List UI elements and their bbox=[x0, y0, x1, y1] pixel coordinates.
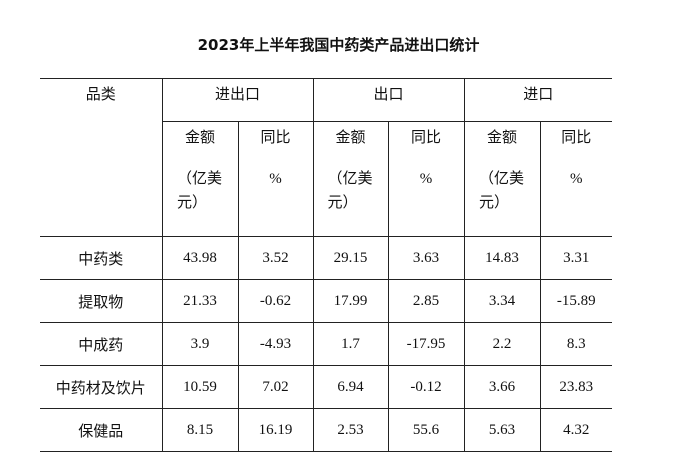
data-cell: 3.9 bbox=[161, 322, 238, 366]
data-row: 中药材及饮片 10.59 7.02 6.94 -0.12 3.66 23.83 bbox=[40, 365, 612, 409]
data-cell: 3.52 bbox=[237, 236, 313, 280]
subheader-unit: （亿美元） bbox=[327, 171, 373, 211]
subheader-unit: （亿美元） bbox=[177, 171, 223, 211]
data-cell: 16.19 bbox=[237, 408, 313, 452]
group-header: 进出口 bbox=[161, 78, 313, 122]
subheader-cell: 金额 （亿美元） bbox=[161, 121, 238, 237]
row-label: 中药类 bbox=[40, 236, 162, 280]
row-label: 提取物 bbox=[40, 279, 162, 323]
subheader-label: 金额 bbox=[335, 130, 366, 146]
data-cell: 43.98 bbox=[161, 236, 238, 280]
group-header: 进口 bbox=[463, 78, 612, 122]
subheader-cell: 金额 （亿美元） bbox=[312, 121, 388, 237]
subheader-label: 同比 bbox=[410, 130, 441, 146]
header-row: 金额 （亿美元） 同比% 金额 （亿美元） 同比% 金额 （亿美元） 同比% bbox=[40, 121, 612, 237]
data-row: 提取物 21.33 -0.62 17.99 2.85 3.34 -15.89 bbox=[40, 279, 612, 323]
subheader-unit: % bbox=[570, 171, 583, 187]
subheader-cell: 同比% bbox=[237, 121, 313, 237]
subheader-unit: % bbox=[269, 171, 282, 187]
data-cell: 5.63 bbox=[463, 408, 540, 452]
subheader-unit: （亿美元） bbox=[479, 171, 525, 211]
data-cell: 4.32 bbox=[539, 408, 612, 452]
subheader-label: 同比 bbox=[561, 130, 592, 146]
data-cell: 7.02 bbox=[237, 365, 313, 409]
data-cell: 8.3 bbox=[539, 322, 612, 366]
subheader-label: 同比 bbox=[260, 130, 291, 146]
data-cell: 3.31 bbox=[539, 236, 612, 280]
data-cell: -0.62 bbox=[237, 279, 313, 323]
row-label: 保健品 bbox=[40, 408, 162, 452]
subheader-cell: 同比% bbox=[387, 121, 464, 237]
data-row: 保健品 8.15 16.19 2.53 55.6 5.63 4.32 bbox=[40, 408, 612, 452]
data-cell: 2.85 bbox=[387, 279, 464, 323]
data-cell: 3.66 bbox=[463, 365, 540, 409]
data-cell: -0.12 bbox=[387, 365, 464, 409]
group-header: 出口 bbox=[312, 78, 464, 122]
data-row: 中药类 43.98 3.52 29.15 3.63 14.83 3.31 bbox=[40, 236, 612, 280]
data-cell: 29.15 bbox=[312, 236, 388, 280]
subheader-cell: 同比% bbox=[539, 121, 612, 237]
data-cell: 8.15 bbox=[161, 408, 238, 452]
data-cell: 10.59 bbox=[161, 365, 238, 409]
data-cell: 17.99 bbox=[312, 279, 388, 323]
data-cell: -15.89 bbox=[539, 279, 612, 323]
data-row: 中成药 3.9 -4.93 1.7 -17.95 2.2 8.3 bbox=[40, 322, 612, 366]
data-cell: 3.34 bbox=[463, 279, 540, 323]
data-cell: 14.83 bbox=[463, 236, 540, 280]
data-cell: -17.95 bbox=[387, 322, 464, 366]
subheader-label: 金额 bbox=[486, 130, 517, 146]
row-label: 中药材及饮片 bbox=[40, 365, 162, 409]
subheader-cell: 金额 （亿美元） bbox=[463, 121, 540, 237]
data-table: 品类 进出口 出口 进口 金额 （亿美元） 同比% 金额 （亿美元） 同比% 金额 （亿美元） 同比% 中… bbox=[40, 78, 612, 452]
subheader-label: 金额 bbox=[184, 130, 215, 146]
header-cell: 品类 bbox=[40, 78, 162, 237]
row-label: 中成药 bbox=[40, 322, 162, 366]
data-cell: 3.63 bbox=[387, 236, 464, 280]
header-row: 品类 进出口 出口 进口 bbox=[40, 78, 612, 237]
data-cell: 2.2 bbox=[463, 322, 540, 366]
data-cell: 2.53 bbox=[312, 408, 388, 452]
data-cell: 6.94 bbox=[312, 365, 388, 409]
subheader-unit: % bbox=[419, 171, 433, 187]
table-title: 2023年上半年我国中药类产品进出口统计 bbox=[197, 36, 480, 54]
data-cell: 1.7 bbox=[312, 322, 388, 366]
data-cell: 55.6 bbox=[387, 408, 464, 452]
data-cell: -4.93 bbox=[237, 322, 313, 366]
data-cell: 21.33 bbox=[161, 279, 238, 323]
data-cell: 23.83 bbox=[539, 365, 612, 409]
table-body: 品类 进出口 出口 进口 金额 （亿美元） 同比% 金额 （亿美元） 同比% 金额 （亿美元） 同比% 中… bbox=[40, 78, 612, 452]
